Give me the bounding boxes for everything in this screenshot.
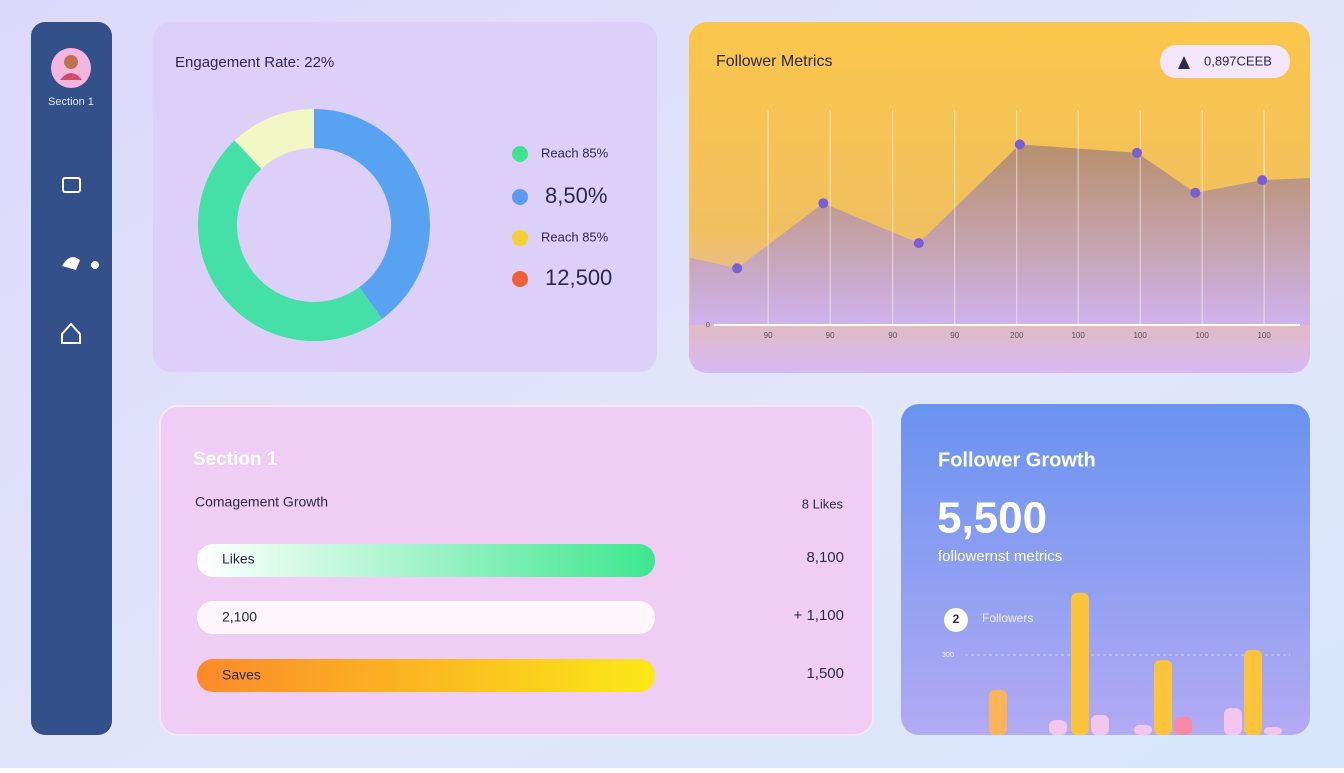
- sidebar: [31, 22, 112, 735]
- donut-segment: [313, 109, 430, 319]
- legend: Reach 85% 8,50% Reach 85% 12,500: [512, 145, 612, 290]
- x-tick-label: 90: [826, 331, 835, 340]
- card-title: Follower Growth: [938, 449, 1096, 471]
- avatar-body: [60, 73, 82, 80]
- legend-dot: [512, 189, 528, 205]
- x-tick-label: 90: [888, 331, 897, 340]
- x-tick-label: 100: [1257, 331, 1271, 340]
- bird-icon[interactable]: [62, 257, 80, 270]
- avatar-head: [64, 55, 78, 69]
- bar: [1264, 727, 1282, 735]
- progress-bar: [197, 601, 655, 634]
- legend-label: 8,50%: [545, 183, 607, 208]
- point: [732, 263, 743, 274]
- card-subtitle: followernst metrics: [938, 548, 1062, 565]
- x-tick-label: 100: [1195, 331, 1209, 340]
- x-tick-label: 100: [1133, 331, 1147, 340]
- home-icon[interactable]: [61, 322, 81, 344]
- x-tick-label: 100: [1071, 331, 1085, 340]
- row-value: 1,500: [806, 665, 844, 682]
- bar: [1174, 716, 1192, 735]
- progress-bar: [197, 544, 655, 577]
- badge[interactable]: [1160, 45, 1290, 78]
- legend-label: Reach 85%: [541, 229, 609, 244]
- bar: [1071, 592, 1089, 735]
- card-title: Follower Metrics: [716, 53, 832, 70]
- bar: [1154, 660, 1172, 735]
- indicator-dot: [91, 261, 99, 269]
- sidebar-label: Section 1: [48, 96, 94, 108]
- point: [1257, 175, 1268, 186]
- row-label: 2,100: [222, 609, 257, 625]
- x-tick-label: 200: [1010, 331, 1024, 340]
- y-tick-label: 0: [706, 322, 710, 329]
- big-value: 5,500: [937, 494, 1047, 543]
- bar: [989, 689, 1007, 735]
- y-tick-label: 300: [942, 652, 954, 659]
- bar: [1091, 715, 1109, 735]
- card-subtitle: Comagement Growth: [195, 494, 328, 510]
- badge-icon: [1178, 56, 1190, 69]
- legend-dot: [512, 146, 528, 162]
- legend-badge: [944, 608, 968, 632]
- legend-label: Followers: [982, 611, 1033, 625]
- legend-label: Reach 85%: [541, 145, 609, 160]
- folder-icon[interactable]: [62, 177, 81, 193]
- point: [1014, 139, 1025, 150]
- bar: [1049, 720, 1067, 735]
- x-tick-label: 90: [950, 331, 959, 340]
- bar: [1134, 724, 1152, 735]
- point: [1132, 147, 1143, 158]
- row-label: Likes: [222, 551, 255, 567]
- legend-dot: [512, 271, 528, 287]
- row-value: 8,100: [806, 549, 844, 566]
- legend-dot: [512, 230, 528, 246]
- right-label: 8 Likes: [802, 496, 844, 511]
- badge-text: 0,897CEEB: [1204, 53, 1272, 68]
- donut-segment: [234, 109, 315, 170]
- bar: [1244, 649, 1262, 735]
- row-value: + 1,100: [794, 607, 844, 624]
- point: [818, 198, 829, 209]
- point: [913, 238, 924, 249]
- card-title: Section 1: [193, 449, 278, 470]
- area: [690, 144, 1310, 325]
- rows: Likes 8,100 2,100 + 1,100 Saves 1,500: [222, 549, 844, 683]
- bar: [1224, 708, 1242, 735]
- donut-segment: [198, 140, 383, 341]
- progress-bar: [197, 659, 655, 692]
- point: [1190, 187, 1201, 198]
- legend-badge-text: 2: [953, 612, 960, 626]
- x-tick-label: 90: [764, 331, 773, 340]
- card-title: Engagement Rate: 22%: [175, 54, 334, 71]
- follower-card: [901, 404, 1310, 735]
- legend-label: 12,500: [545, 265, 612, 290]
- row-label: Saves: [222, 667, 261, 683]
